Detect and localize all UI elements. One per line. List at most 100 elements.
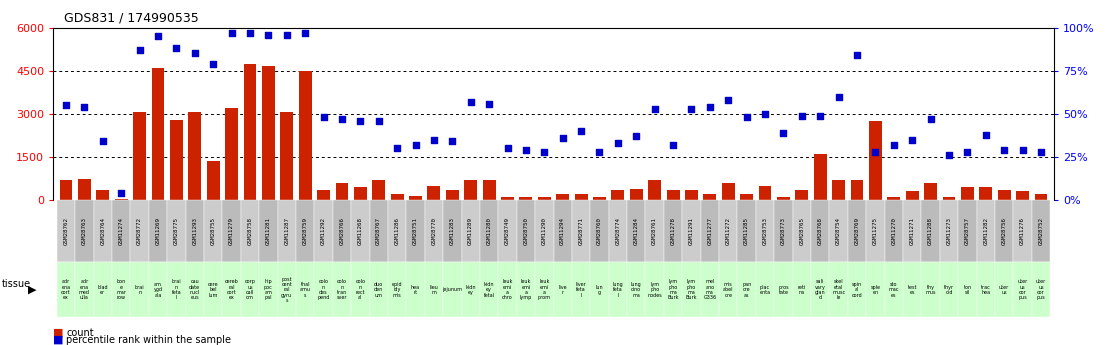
Text: brai
n
feta
l: brai n feta l (172, 279, 182, 300)
Point (995, 147, 1013, 153)
Bar (848, 262, 866, 317)
Point (278, 32, 296, 37)
Bar (793, 200, 811, 262)
Text: GSM11288: GSM11288 (928, 217, 933, 245)
Bar (131, 262, 148, 317)
Point (517, 147, 535, 153)
Bar (464, 180, 477, 200)
Text: lun
g: lun g (596, 285, 603, 295)
Text: kidn
ey: kidn ey (465, 285, 476, 295)
Bar (556, 194, 569, 200)
Bar (535, 262, 554, 317)
Bar (554, 200, 572, 262)
Text: GSM11293: GSM11293 (193, 217, 197, 245)
Text: thy
mus: thy mus (925, 285, 935, 295)
Bar (425, 200, 443, 262)
Text: GSM11286: GSM11286 (394, 217, 400, 245)
Text: leuk
emi
a
chro: leuk emi a chro (503, 279, 513, 300)
Bar (722, 183, 735, 200)
Bar (186, 200, 204, 262)
Text: cereb
ral
cort
ex: cereb ral cort ex (225, 279, 238, 300)
Point (58, 102, 75, 108)
Text: duo
den
um: duo den um (374, 282, 383, 298)
Text: sple
en: sple en (870, 285, 880, 295)
Bar (167, 200, 186, 262)
Text: corp
us
call
om: corp us call om (245, 279, 256, 300)
Text: GSM11271: GSM11271 (910, 217, 914, 245)
Bar (793, 262, 811, 317)
Point (112, 190, 130, 196)
Bar (1032, 262, 1051, 317)
Text: sali
vary
glan
d: sali vary glan d (815, 279, 826, 300)
Text: brai
n: brai n (135, 285, 144, 295)
Bar (314, 200, 333, 262)
Text: GSM28751: GSM28751 (413, 217, 418, 245)
Bar (942, 197, 955, 200)
Bar (720, 262, 737, 317)
Bar (777, 197, 790, 200)
Text: GSM28767: GSM28767 (376, 217, 381, 245)
Text: GSM28749: GSM28749 (505, 217, 510, 245)
Point (223, 30, 240, 36)
Bar (829, 200, 848, 262)
Text: GSM28756: GSM28756 (1002, 217, 1006, 245)
Point (848, 52, 866, 58)
Bar (814, 154, 827, 200)
Text: GSM28763: GSM28763 (82, 217, 87, 245)
Point (186, 51, 204, 56)
Point (297, 30, 314, 36)
Text: GSM11273: GSM11273 (946, 217, 952, 245)
Text: GSM11287: GSM11287 (284, 217, 289, 245)
Text: GSM28761: GSM28761 (652, 217, 658, 245)
Bar (244, 63, 257, 200)
Point (259, 32, 277, 37)
Bar (664, 262, 682, 317)
Bar (406, 200, 425, 262)
Point (811, 113, 829, 118)
Point (536, 149, 554, 155)
Text: count: count (66, 328, 94, 338)
Bar (223, 200, 241, 262)
Bar (480, 262, 498, 317)
Point (480, 101, 498, 106)
Bar (425, 262, 443, 317)
Text: adr
ena
cort
ex: adr ena cort ex (61, 279, 71, 300)
Text: GSM28766: GSM28766 (340, 217, 344, 245)
Bar (133, 112, 146, 200)
Bar (921, 262, 940, 317)
Text: live
r: live r (558, 285, 567, 295)
Bar (756, 262, 774, 317)
Point (241, 30, 259, 36)
Bar (741, 194, 753, 200)
Point (425, 137, 443, 142)
Bar (112, 262, 131, 317)
Text: colo
n
tran
sver: colo n tran sver (337, 279, 348, 300)
Text: GSM28775: GSM28775 (174, 217, 179, 245)
Text: GSM11281: GSM11281 (266, 217, 271, 245)
Point (756, 111, 774, 117)
Text: lung
feta
l: lung feta l (612, 282, 623, 298)
Point (554, 135, 571, 141)
Text: GSM11284: GSM11284 (634, 217, 639, 245)
Bar (811, 262, 829, 317)
Text: GSM28774: GSM28774 (615, 217, 620, 245)
Bar (483, 180, 496, 200)
Bar (1032, 200, 1051, 262)
Point (75, 104, 93, 110)
Text: GSM28755: GSM28755 (210, 217, 216, 245)
Text: GSM28754: GSM28754 (836, 217, 841, 245)
Text: kidn
ey
fetal: kidn ey fetal (484, 282, 495, 298)
Bar (572, 262, 590, 317)
Point (775, 130, 793, 136)
Bar (850, 180, 863, 200)
Text: lieu
m: lieu m (430, 285, 438, 295)
Text: GSM28770: GSM28770 (432, 217, 436, 245)
Bar (682, 262, 701, 317)
Point (867, 149, 884, 155)
Bar (387, 262, 406, 317)
Bar (756, 200, 774, 262)
Text: colo
n
des
pend: colo n des pend (318, 279, 330, 300)
Point (591, 149, 609, 155)
Bar (225, 108, 238, 200)
Text: adr
ena
med
ulla: adr ena med ulla (79, 279, 90, 300)
